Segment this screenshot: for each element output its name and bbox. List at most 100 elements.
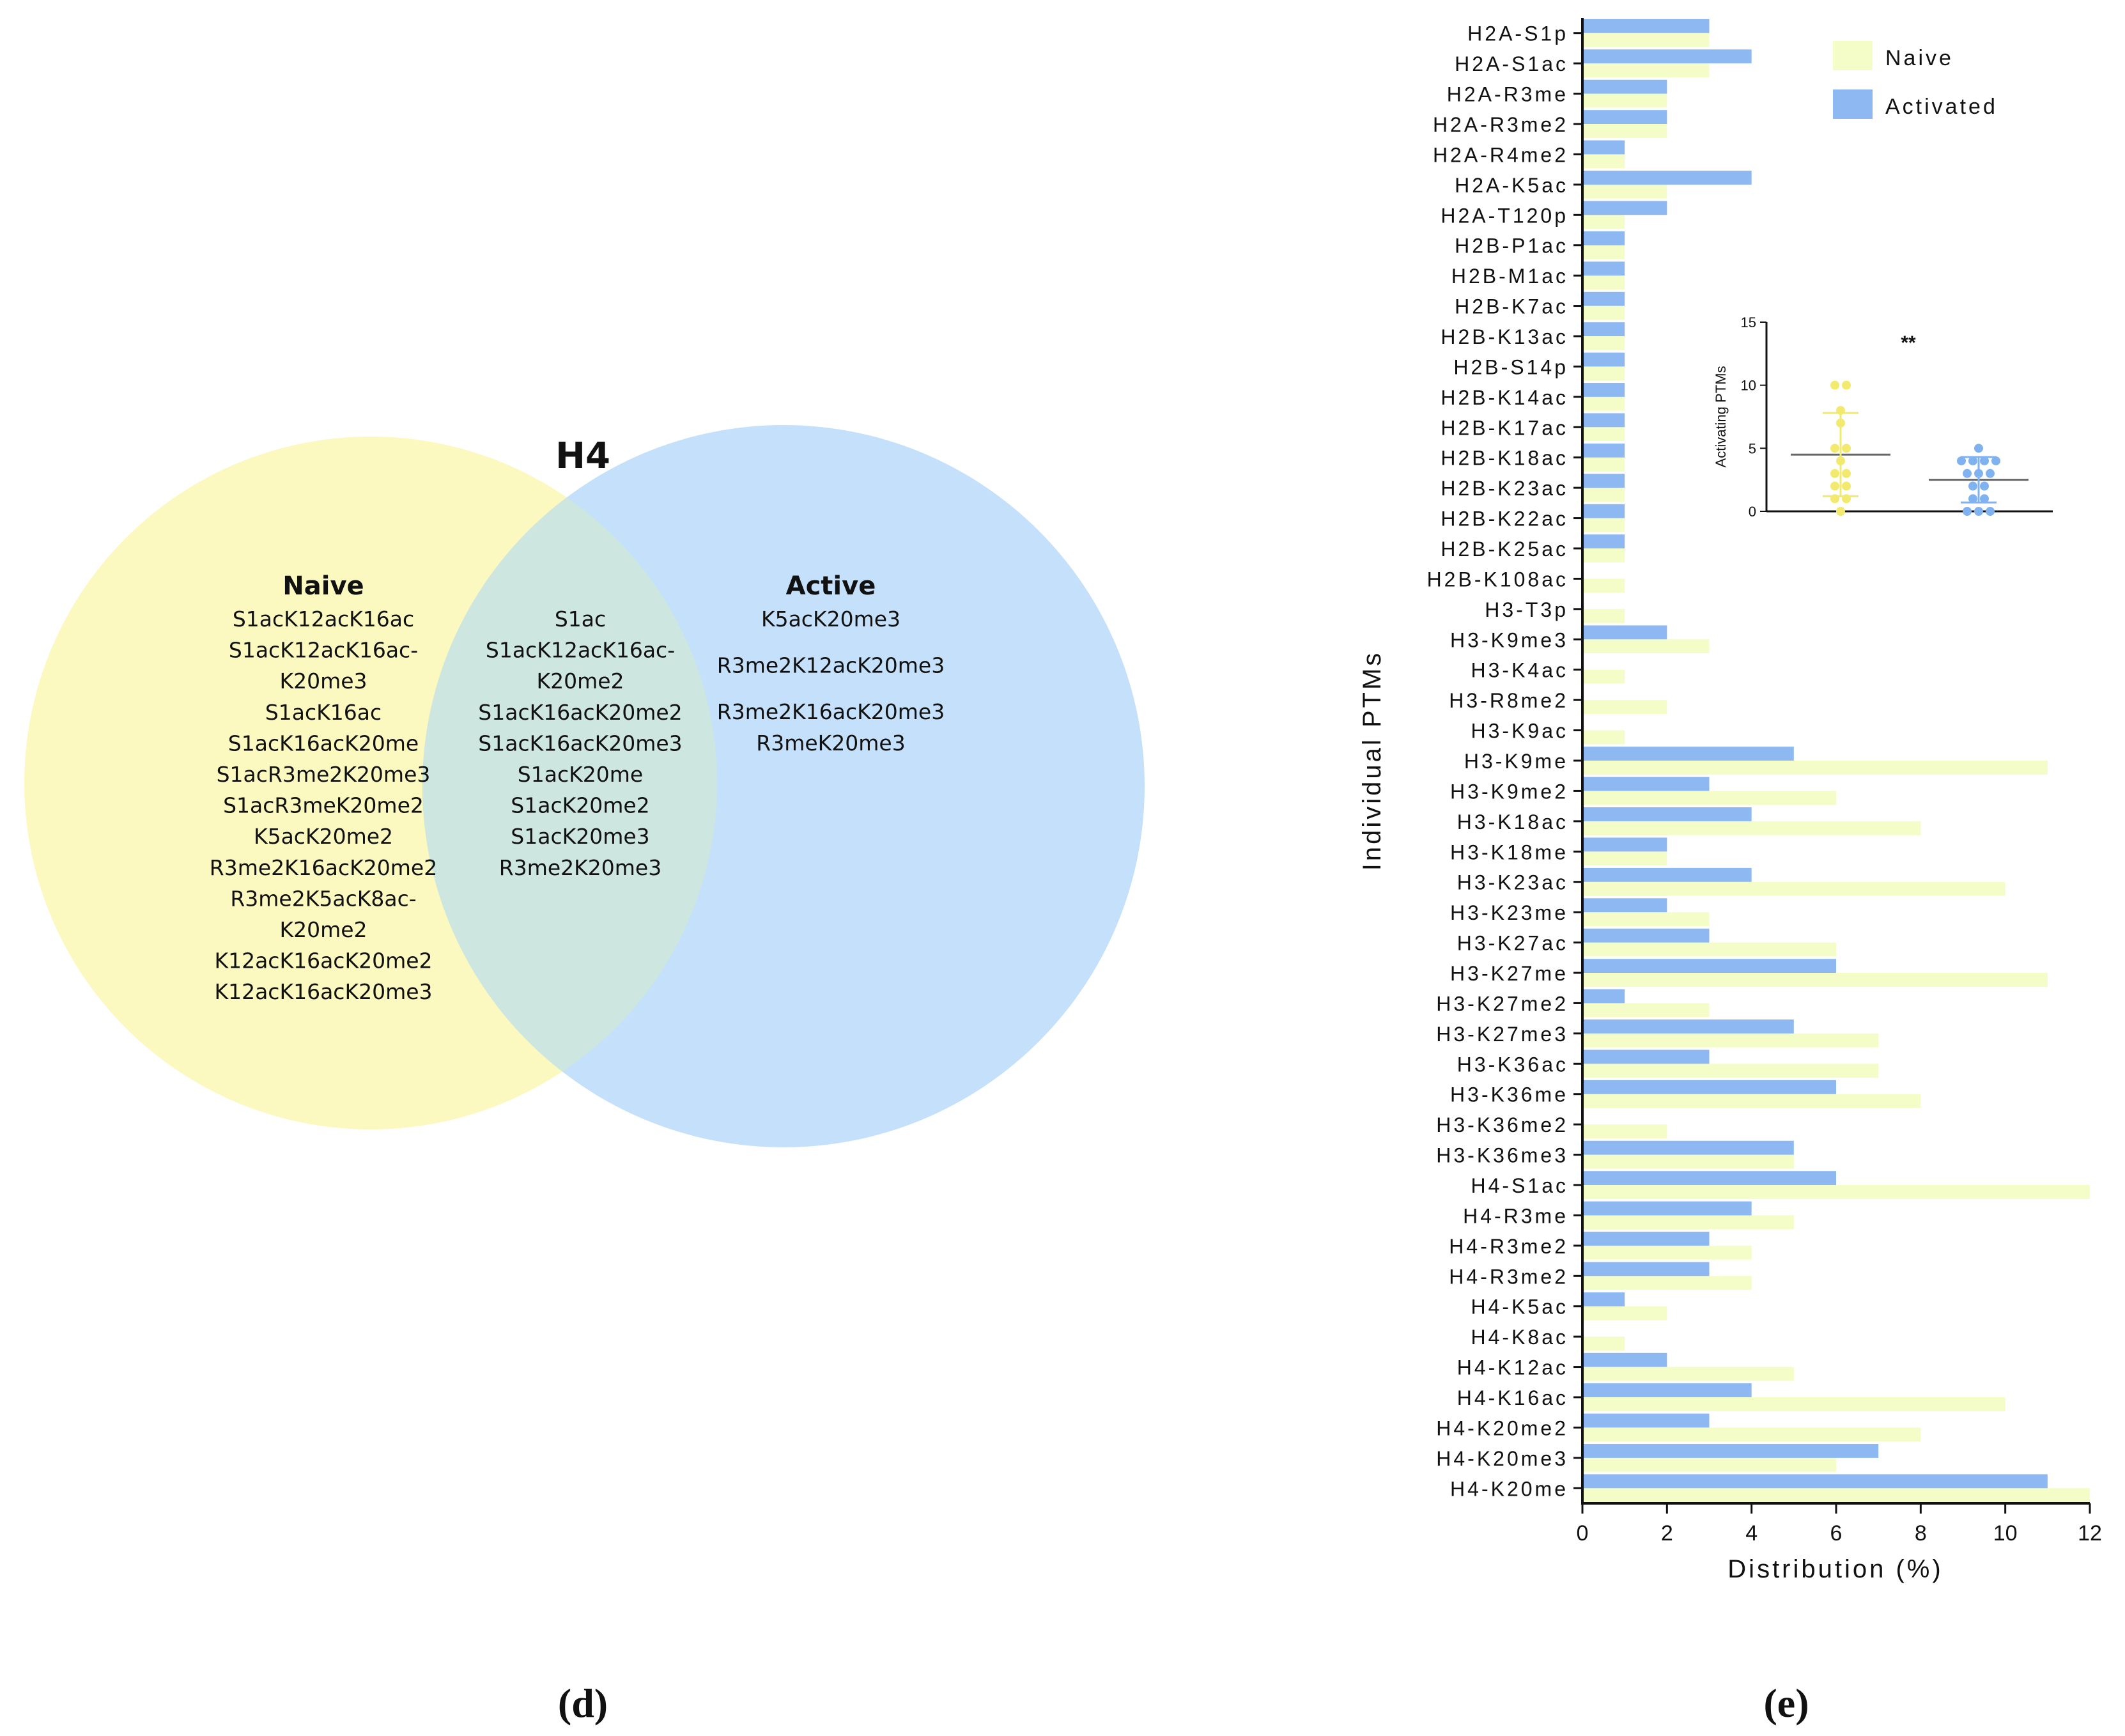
- bar-naive: [1582, 1246, 1752, 1260]
- venn-item: R3me2K16acK20me2: [210, 855, 437, 880]
- y-tick-label: H4-S1ac: [1471, 1174, 1569, 1197]
- inset-point: [1968, 482, 1977, 491]
- bar-activated: [1582, 868, 1752, 882]
- bar-naive: [1582, 700, 1667, 714]
- bar-naive: [1582, 154, 1625, 168]
- bar-naive: [1582, 578, 1625, 593]
- x-axis-title: Distribution (%): [1727, 1555, 1943, 1583]
- bar-activated: [1582, 625, 1667, 639]
- panel-label-e: (e): [1763, 1680, 1809, 1726]
- inset-point: [1842, 494, 1851, 503]
- venn-item: S1acK12acK16ac-: [486, 638, 675, 663]
- x-tick-label: 10: [1993, 1521, 2018, 1546]
- bar-activated: [1582, 534, 1625, 548]
- y-tick-label: H2A-S1p: [1467, 22, 1568, 45]
- inset-y-axis-title: Activating PTMs: [1713, 366, 1729, 468]
- bar-activated: [1582, 1414, 1710, 1428]
- venn-item: S1acK12acK16ac-: [229, 638, 418, 663]
- inset-point: [1974, 469, 1983, 478]
- y-tick-label: H2B-K7ac: [1455, 295, 1568, 318]
- y-tick-label: H2B-K108ac: [1427, 568, 1568, 591]
- inset-point: [1974, 507, 1983, 516]
- y-tick-label: H4-K16ac: [1457, 1386, 1568, 1409]
- bar-activated: [1582, 1383, 1752, 1397]
- venn-item: K20me3: [279, 669, 367, 694]
- y-tick-label: H2B-K18ac: [1441, 447, 1568, 470]
- bar-naive: [1582, 427, 1625, 441]
- y-tick-label: H4-K20me: [1450, 1477, 1568, 1500]
- venn-item: K5acK20me3: [761, 607, 900, 632]
- bar-naive: [1582, 548, 1625, 562]
- y-tick-label: H3-K9me: [1464, 750, 1568, 773]
- bar-activated: [1582, 49, 1752, 63]
- y-tick-label: H4-R3me: [1463, 1204, 1568, 1227]
- y-tick-label: H2B-K23ac: [1441, 477, 1568, 500]
- y-tick-label: H4-K12ac: [1457, 1356, 1568, 1379]
- inset-point: [1842, 381, 1851, 390]
- bar-activated: [1582, 474, 1625, 488]
- bar-naive: [1582, 1337, 1625, 1351]
- bar-naive: [1582, 518, 1625, 532]
- bar-naive: [1582, 943, 1836, 957]
- bar-activated: [1582, 929, 1710, 943]
- venn-item: K12acK16acK20me3: [214, 979, 432, 1004]
- bar-activated: [1582, 1262, 1710, 1276]
- bar-activated: [1582, 1050, 1710, 1064]
- inset-point: [1842, 482, 1851, 491]
- bar-naive: [1582, 185, 1667, 199]
- bar-naive: [1582, 275, 1625, 290]
- bar-naive: [1582, 1155, 1794, 1169]
- venn-item: S1acK20me3: [511, 824, 649, 849]
- y-tick-label: H2A-K5ac: [1455, 174, 1568, 197]
- y-tick-label: H2A-R3me: [1447, 83, 1568, 106]
- bar-naive: [1582, 1064, 1878, 1078]
- bar-activated: [1582, 201, 1667, 215]
- bar-activated: [1582, 383, 1625, 397]
- bar-naive: [1582, 488, 1625, 502]
- y-tick-label: H3-R8me2: [1449, 689, 1568, 712]
- bar-naive: [1582, 33, 1710, 47]
- inset-point: [1980, 482, 1989, 491]
- venn-item: S1acK16acK20me: [228, 731, 419, 756]
- bar-activated: [1582, 141, 1625, 155]
- y-tick-label: H3-K4ac: [1471, 659, 1569, 682]
- bar-activated: [1582, 231, 1625, 245]
- bar-naive: [1582, 1003, 1710, 1017]
- bar-naive: [1582, 882, 2005, 896]
- bar-activated: [1582, 353, 1625, 367]
- bar-activated: [1582, 444, 1625, 458]
- venn-item: S1acR3meK20me2: [223, 793, 424, 818]
- bar-naive: [1582, 336, 1625, 350]
- bar-naive: [1582, 1367, 1794, 1381]
- inset-point: [1986, 469, 1995, 478]
- bar-naive: [1582, 1458, 1836, 1472]
- venn-item: S1acK20me: [518, 762, 643, 787]
- y-tick-label: H2B-K14ac: [1441, 386, 1568, 409]
- bar-naive: [1582, 63, 1710, 77]
- bar-naive: [1582, 609, 1625, 623]
- inset-y-tick-label: 0: [1749, 504, 1756, 520]
- inset-point: [1830, 494, 1839, 503]
- inset-point: [1830, 482, 1839, 491]
- bar-activated: [1582, 261, 1625, 275]
- y-tick-label: H2B-S14p: [1453, 355, 1568, 378]
- legend-swatch-activated: [1833, 89, 1873, 119]
- y-tick-label: H4-R3me2: [1449, 1235, 1568, 1258]
- bar-activated: [1582, 1202, 1752, 1216]
- inset-point: [1991, 456, 2000, 465]
- venn-item: S1acR3me2K20me3: [217, 762, 431, 787]
- inset-point: [1986, 507, 1995, 516]
- y-tick-label: H2A-T120p: [1441, 204, 1568, 227]
- bar-activated: [1582, 413, 1625, 427]
- bar-activated: [1582, 1171, 1836, 1185]
- bar-naive: [1582, 1034, 1878, 1048]
- inset-point: [1957, 456, 1966, 465]
- y-tick-label: H3-K36ac: [1457, 1053, 1568, 1076]
- legend-label-naive: Naive: [1885, 46, 1954, 70]
- bar-naive: [1582, 458, 1625, 472]
- bar-activated: [1582, 171, 1752, 185]
- y-tick-label: H2A-R3me2: [1433, 113, 1568, 136]
- bar-naive: [1582, 670, 1625, 684]
- y-tick-label: H3-T3p: [1485, 598, 1568, 621]
- venn-item: K5acK20me2: [254, 824, 393, 849]
